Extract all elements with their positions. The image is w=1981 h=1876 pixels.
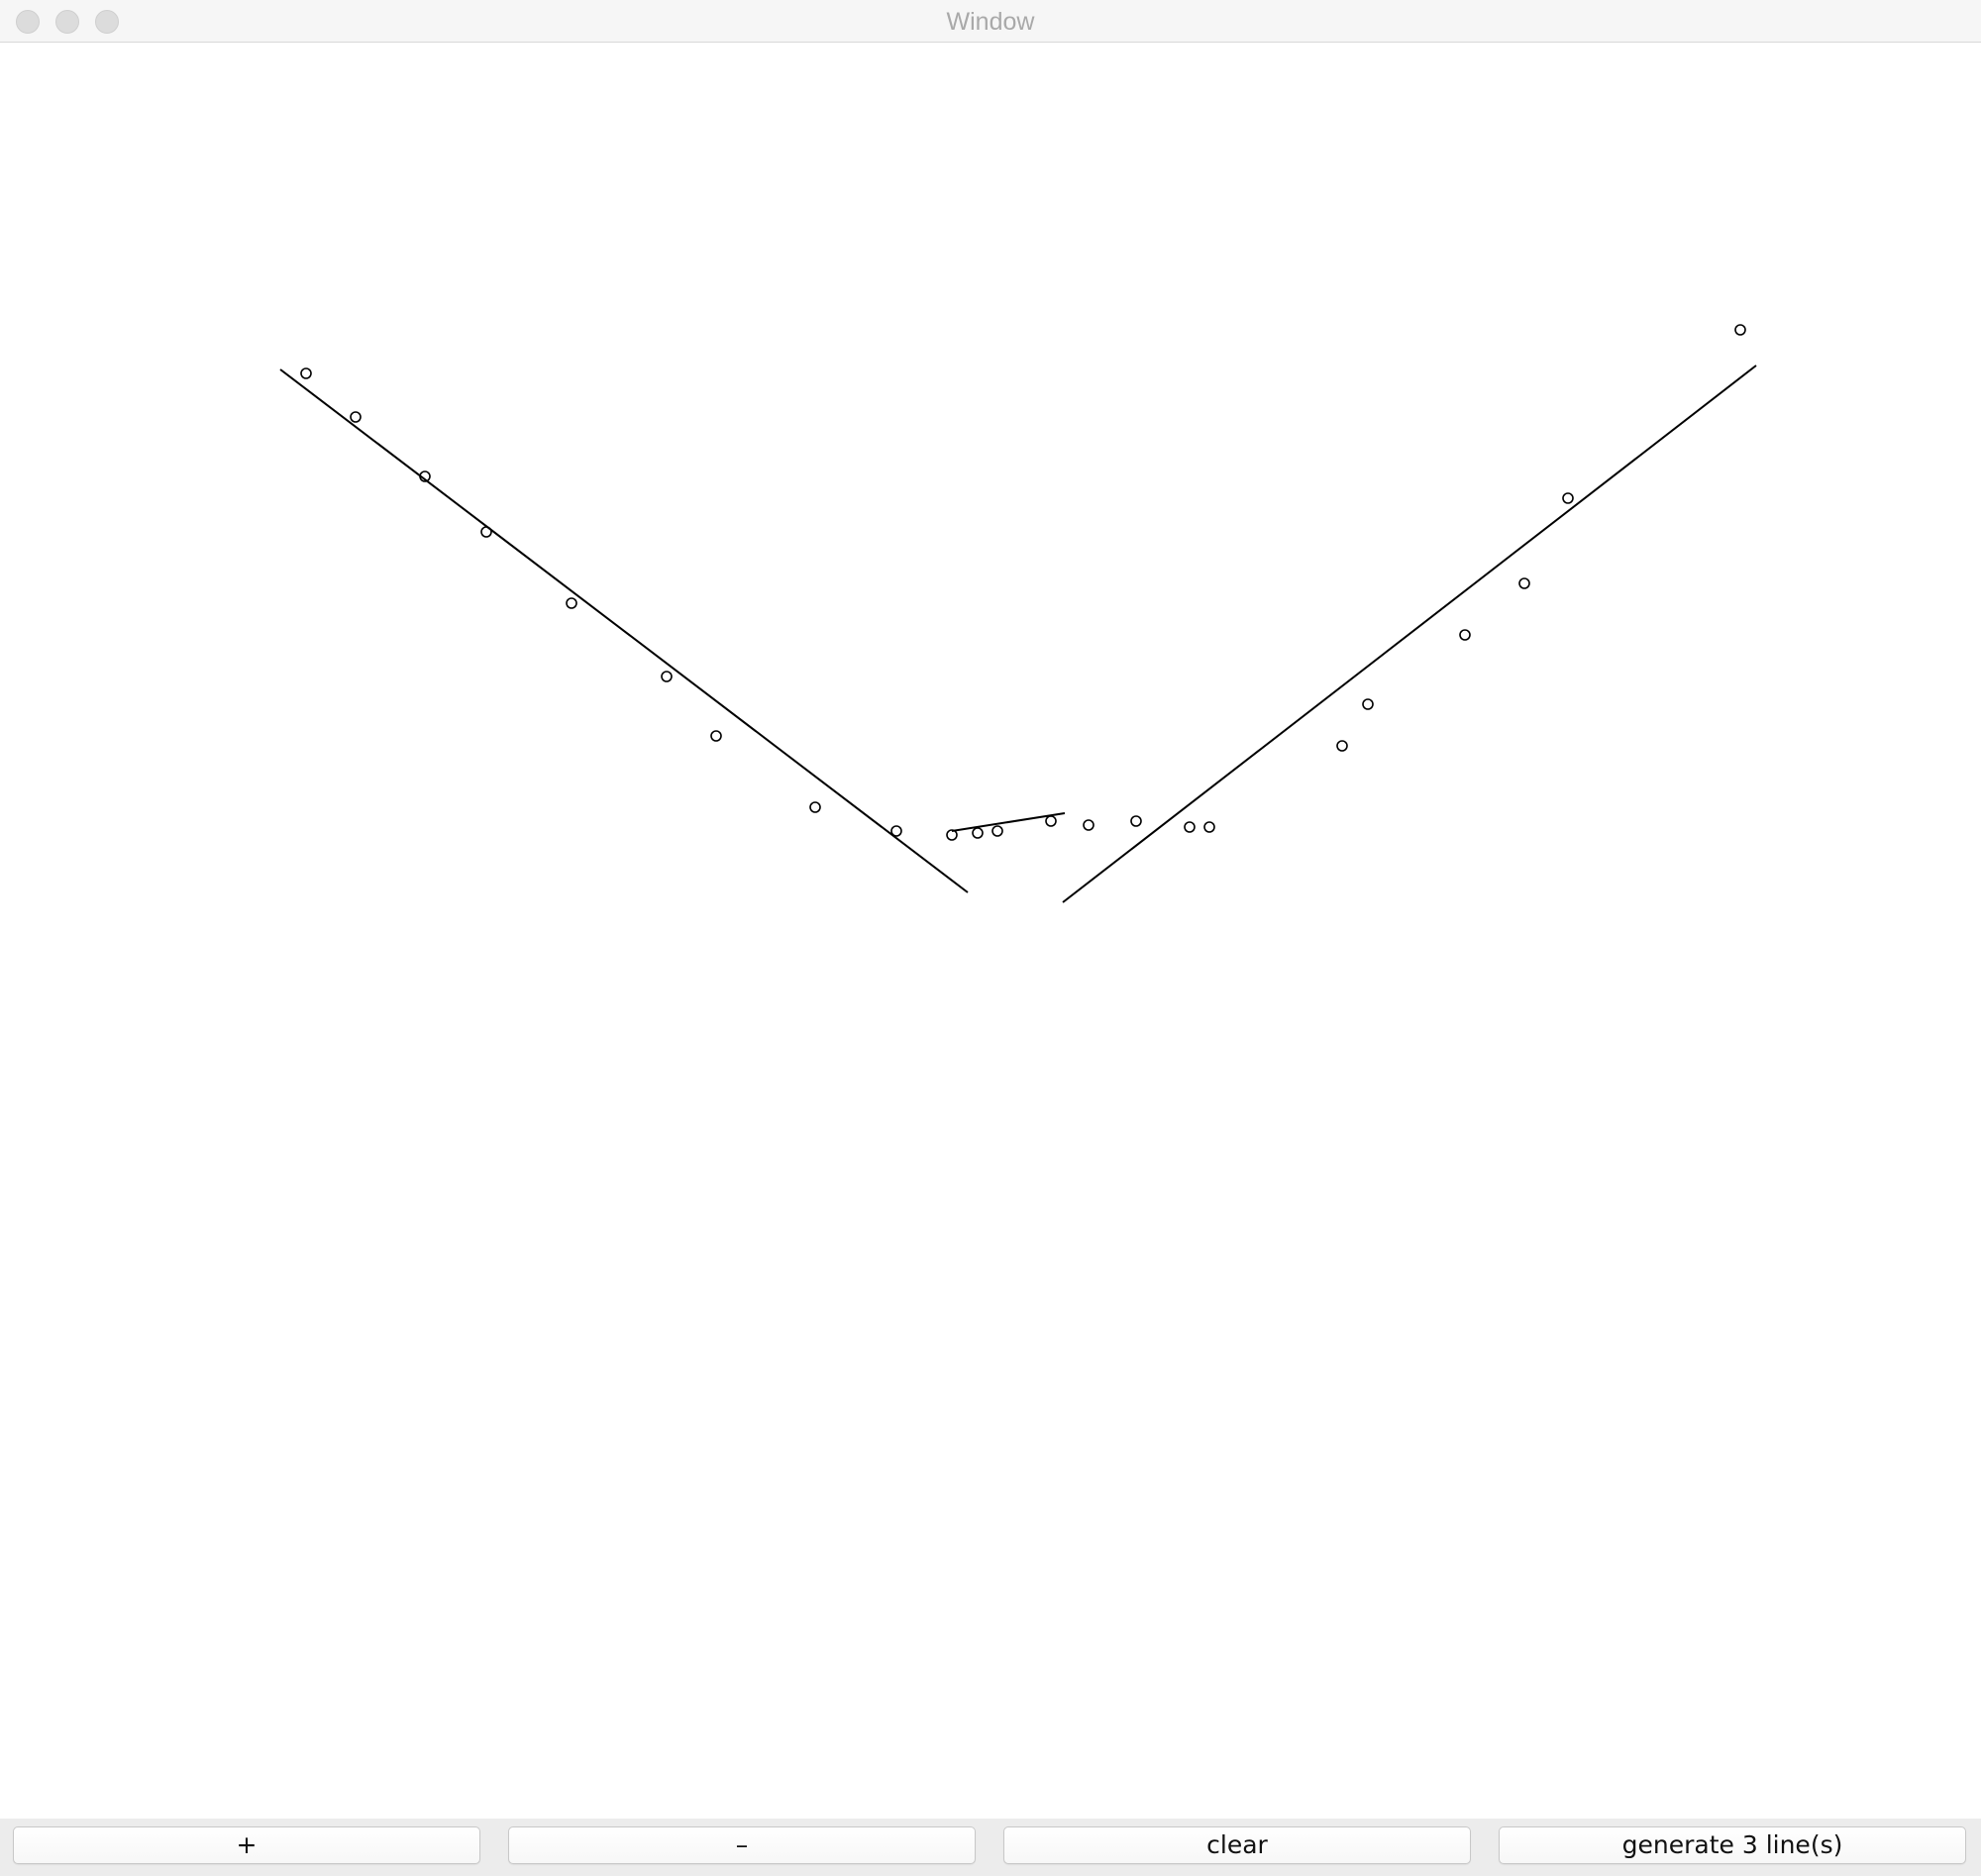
title-bar[interactable]: Window xyxy=(0,0,1981,43)
data-point[interactable] xyxy=(1203,821,1215,833)
remove-button[interactable]: – xyxy=(508,1826,976,1864)
close-window-icon[interactable] xyxy=(16,10,40,34)
data-point[interactable] xyxy=(480,526,492,538)
fitted-line-2 xyxy=(951,812,1066,832)
scene-svg xyxy=(279,324,1757,903)
data-point[interactable] xyxy=(566,597,577,609)
data-point[interactable] xyxy=(991,825,1003,837)
data-point[interactable] xyxy=(972,827,984,839)
fitted-line-3 xyxy=(1062,365,1757,903)
data-point[interactable] xyxy=(946,829,958,841)
data-point[interactable] xyxy=(1734,324,1746,336)
data-point[interactable] xyxy=(1362,698,1374,710)
data-point[interactable] xyxy=(710,730,722,742)
data-point[interactable] xyxy=(661,671,673,682)
minimize-window-icon[interactable] xyxy=(55,10,79,34)
fitted-line-1 xyxy=(279,368,969,893)
data-point[interactable] xyxy=(350,411,362,423)
maximize-window-icon[interactable] xyxy=(95,10,119,34)
add-button[interactable]: + xyxy=(13,1826,480,1864)
button-bar: + – clear generate 3 line(s) xyxy=(0,1819,1981,1876)
drawing-canvas[interactable] xyxy=(0,44,1981,1819)
data-point[interactable] xyxy=(300,367,312,379)
data-point[interactable] xyxy=(809,801,821,813)
data-point[interactable] xyxy=(1083,819,1095,831)
data-point[interactable] xyxy=(1336,740,1348,752)
data-point[interactable] xyxy=(1562,492,1574,504)
data-point[interactable] xyxy=(1184,821,1196,833)
data-point[interactable] xyxy=(890,825,902,837)
data-point[interactable] xyxy=(1045,815,1057,827)
clear-button[interactable]: clear xyxy=(1003,1826,1471,1864)
data-point[interactable] xyxy=(1459,629,1471,641)
data-point[interactable] xyxy=(1518,577,1530,589)
generate-lines-button[interactable]: generate 3 line(s) xyxy=(1499,1826,1966,1864)
window-title: Window xyxy=(946,8,1035,36)
data-point[interactable] xyxy=(419,470,431,482)
data-point[interactable] xyxy=(1130,815,1142,827)
